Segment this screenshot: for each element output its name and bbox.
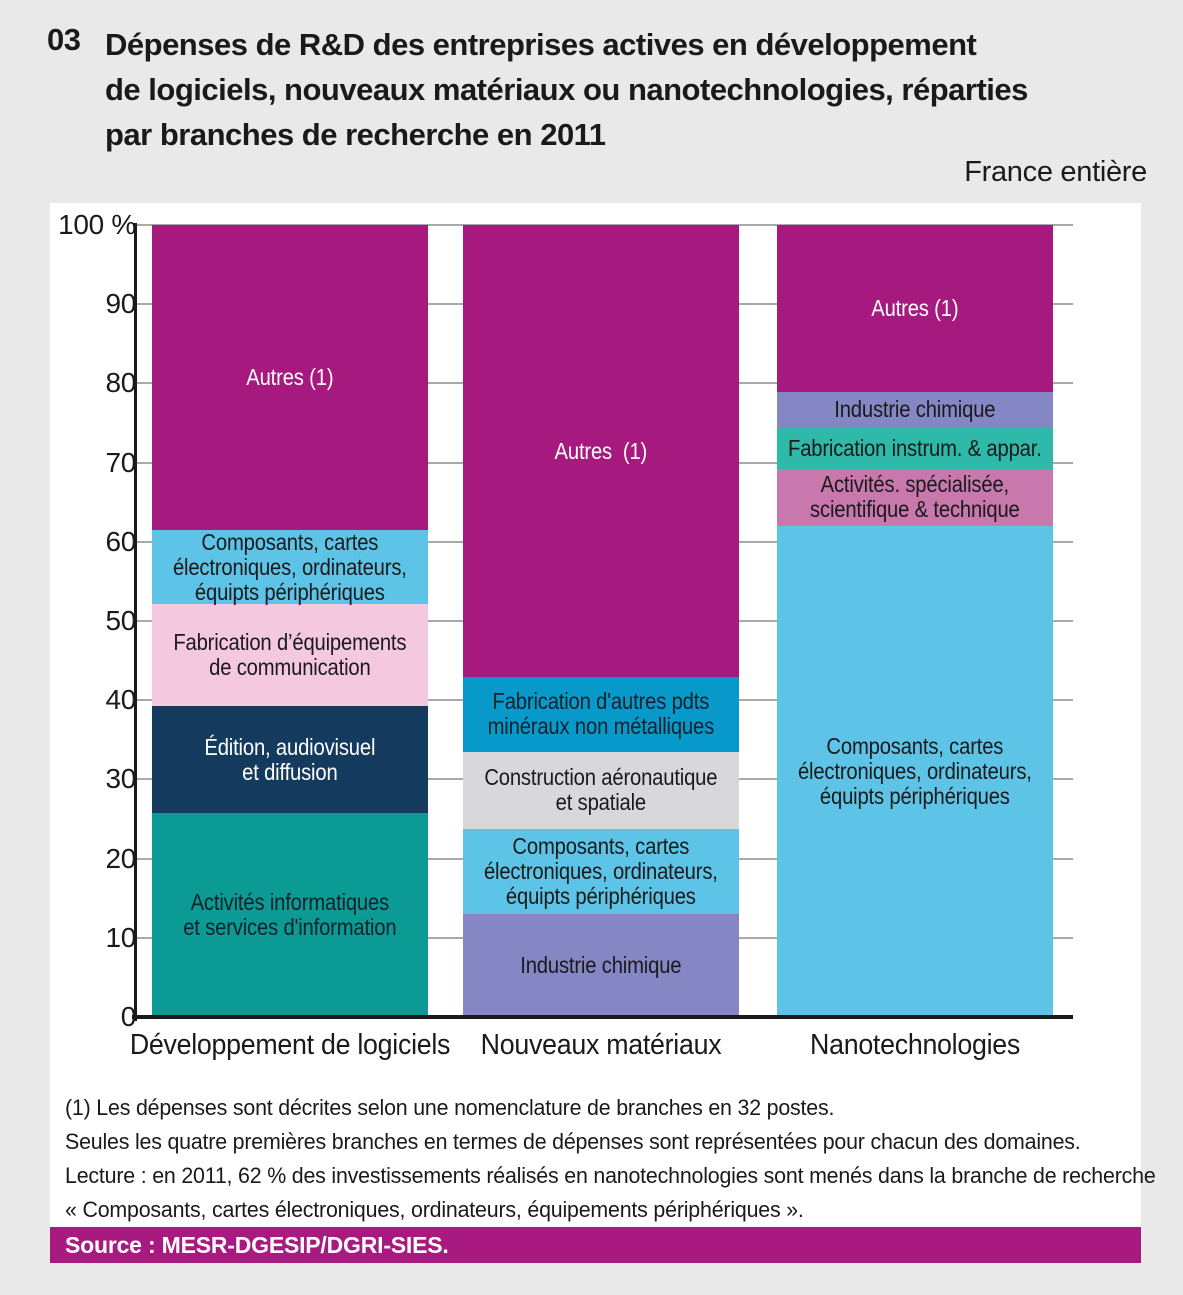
y-tick-label: 20	[105, 842, 136, 874]
x-axis-line	[132, 1015, 1073, 1019]
bar-segment-label: Construction aéronautique et spatiale	[484, 764, 718, 816]
source-text: Source : MESR-DGESIP/DGRI-SIES.	[65, 1231, 449, 1258]
y-tick-label: 70	[105, 446, 136, 478]
bar-segment: Fabrication instrum. & appar.	[777, 427, 1053, 469]
figure-title-line-3: par branches de recherche en 2011	[105, 117, 606, 152]
y-axis-line	[134, 223, 137, 1021]
bar-segment: Activités. spécialisée, scientifique & t…	[777, 468, 1053, 526]
bar-segment: Industrie chimique	[463, 914, 739, 1017]
footnote-line: « Composants, cartes électroniques, ordi…	[65, 1197, 804, 1222]
bar-segment: Industrie chimique	[777, 392, 1053, 428]
bar-segment-label: Fabrication d’équipements de communicati…	[173, 629, 407, 681]
stacked-bar-chart: 100 % 90 80 70 60 50 40 30 20 10 0 Activités inform…	[50, 203, 1141, 1263]
figure-title-line-1: Dépenses de R&D des entreprises actives …	[105, 27, 977, 62]
bar-segment-label: Fabrication instrum. & appar.	[788, 434, 1042, 461]
bar-segment: Édition, audiovisuel et diffusion	[152, 705, 428, 814]
bar-segment: Fabrication d’équipements de communicati…	[152, 604, 428, 706]
bar-segment-label: Autres (1)	[246, 363, 334, 390]
y-tick-label: 30	[105, 763, 136, 795]
bar-2: Industrie chimique Composants, cartes éle…	[463, 225, 739, 1017]
bar-segment-label: Industrie chimique	[520, 952, 682, 978]
figure-title-line-2: de logiciels, nouveaux matériaux ou nano…	[105, 72, 1028, 107]
bar-segment: Composants, cartes électroniques, ordina…	[152, 529, 428, 605]
y-tick-label: 40	[105, 684, 136, 716]
bar-segment-label: Fabrication d'autres pdts minéraux non m…	[487, 688, 715, 740]
bar-segment-label: Activités. spécialisée, scientifique & t…	[810, 471, 1020, 523]
bar-segment: Autres (1)	[152, 225, 428, 530]
bar-segment: Autres (1)	[777, 225, 1053, 393]
category-label: Nouveaux matériaux	[480, 1029, 722, 1061]
y-tick-label: 50	[105, 605, 136, 636]
footnote-line: (1) Les dépenses sont décrites selon une…	[65, 1095, 835, 1120]
bar-1: Activités informatiques et services d'in…	[152, 225, 428, 1017]
figure-title: Dépenses de R&D des entreprises actives …	[105, 22, 1028, 157]
region-note: France entière	[964, 156, 1147, 188]
footnote-line: Seules les quatre premières branches en …	[65, 1129, 1081, 1154]
figure-number: 03	[47, 22, 81, 57]
bar-segment: Autres (1)	[463, 225, 739, 678]
bar-segment: Composants, cartes électroniques, ordina…	[463, 829, 739, 915]
source-band: Source : MESR-DGESIP/DGRI-SIES.	[50, 1227, 1141, 1263]
y-tick-label: 0	[120, 1001, 137, 1032]
y-tick-label: 100 %	[58, 209, 136, 240]
y-tick-label: 80	[105, 367, 136, 399]
footnote-line: Lecture : en 2011, 62 % des investisseme…	[65, 1163, 1156, 1188]
chart-panel: 100 % 90 80 70 60 50 40 30 20 10 0 Activités inform…	[50, 203, 1156, 1263]
bar-segment-label: Industrie chimique	[834, 396, 996, 423]
bar-3: Composants, cartes électroniques, ordina…	[777, 225, 1053, 1017]
bar-segment-label: Autres (1)	[871, 295, 959, 322]
bar-segment: Construction aéronautique et spatiale	[463, 751, 739, 830]
bar-segment: Activités informatiques et services d'in…	[152, 813, 428, 1017]
y-tick-label: 10	[105, 921, 136, 953]
bar-segment-label: Composants, cartes électroniques, ordina…	[484, 833, 718, 910]
category-label: Développement de logiciels	[129, 1029, 451, 1061]
bar-segment: Fabrication d'autres pdts minéraux non m…	[463, 677, 739, 752]
bar-segment-label: Activités informatiques et services d'in…	[183, 889, 397, 941]
y-tick-label: 90	[105, 288, 136, 320]
bar-segment-label: Composants, cartes électroniques, ordina…	[798, 732, 1032, 809]
bar-segment: Composants, cartes électroniques, ordina…	[777, 525, 1053, 1017]
bar-segment-label: Composants, cartes électroniques, ordina…	[173, 528, 407, 605]
footnotes-block: (1) Les dépenses sont décrites selon une…	[65, 1091, 1156, 1227]
category-label: Nanotechnologies	[810, 1029, 1020, 1061]
y-tick-label: 60	[105, 525, 136, 557]
bar-segment-label: Autres (1)	[554, 437, 648, 464]
bar-segment-label: Édition, audiovisuel et diffusion	[204, 733, 376, 785]
